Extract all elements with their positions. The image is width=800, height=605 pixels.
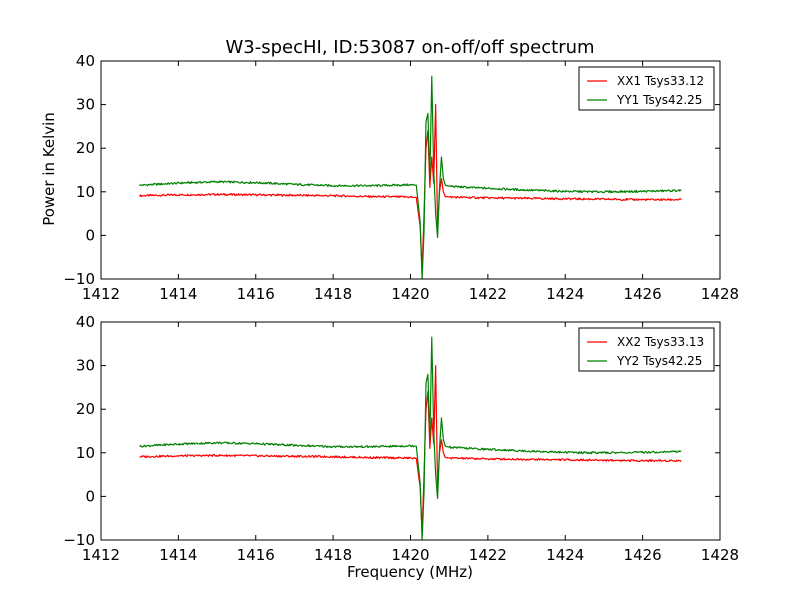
- subplot-2: 1412 1414 1416 1418 1420 1422 1424 1426 1428 −10 0…: [63, 313, 739, 564]
- x-tick-label: 1414: [159, 546, 197, 564]
- legend-box: [578, 327, 715, 372]
- x-tick-label: 1412: [82, 285, 120, 303]
- legend: XX2 Tsys33.13 YY2 Tsys42.25: [578, 327, 715, 372]
- y-tick-label: 20: [76, 139, 95, 157]
- y-tick-label: 40: [76, 52, 95, 70]
- y-tick-label: 0: [85, 226, 95, 244]
- legend-entry: YY1 Tsys42.25: [616, 93, 702, 107]
- x-axis-label: Frequency (MHz): [347, 563, 473, 581]
- legend: XX1 Tsys33.12 YY1 Tsys42.25: [578, 66, 715, 111]
- series-line-2-2: [139, 336, 682, 541]
- y-axis-label: Power in Kelvin: [40, 112, 58, 226]
- legend-entry: YY2 Tsys42.25: [616, 354, 702, 368]
- x-tick-label: 1416: [237, 285, 275, 303]
- x-tick-label: 1428: [701, 546, 739, 564]
- legend-box: [578, 66, 715, 111]
- y-tick-label: −10: [63, 531, 95, 549]
- legend-entry: XX2 Tsys33.13: [617, 335, 704, 349]
- y-tick-label: 30: [76, 357, 95, 375]
- y-tick-label: 10: [76, 183, 95, 201]
- y-tick-label: 30: [76, 96, 95, 114]
- x-tick-label: 1426: [624, 546, 662, 564]
- y-tick-label: 20: [76, 400, 95, 418]
- series-line-1-2: [139, 75, 682, 280]
- x-tick-label: 1414: [159, 285, 197, 303]
- x-tick-label: 1428: [701, 285, 739, 303]
- y-tick-label: −10: [63, 270, 95, 288]
- subplot-1: 1412 1414 1416 1418 1420 1422 1424 1426 1428 −10 0…: [63, 52, 739, 303]
- x-tick-label: 1416: [237, 546, 275, 564]
- x-tick-label: 1422: [469, 285, 507, 303]
- x-tick-label: 1420: [391, 546, 429, 564]
- x-tick-label: 1420: [391, 285, 429, 303]
- y-tick-label: 0: [85, 487, 95, 505]
- x-tick-label: 1418: [314, 546, 352, 564]
- x-tick-label: 1422: [469, 546, 507, 564]
- series-line-2-1: [139, 365, 682, 532]
- x-tick-label: 1424: [546, 546, 584, 564]
- x-tick-label: 1418: [314, 285, 352, 303]
- x-tick-label: 1426: [624, 285, 662, 303]
- chart-title: W3-specHI, ID:53087 on-off/off spectrum: [225, 37, 594, 58]
- y-tick-label: 10: [76, 444, 95, 462]
- x-tick-label: 1412: [82, 546, 120, 564]
- y-tick-label: 40: [76, 313, 95, 331]
- series-line-1-1: [139, 104, 682, 271]
- x-tick-label: 1424: [546, 285, 584, 303]
- legend-entry: XX1 Tsys33.12: [617, 74, 704, 88]
